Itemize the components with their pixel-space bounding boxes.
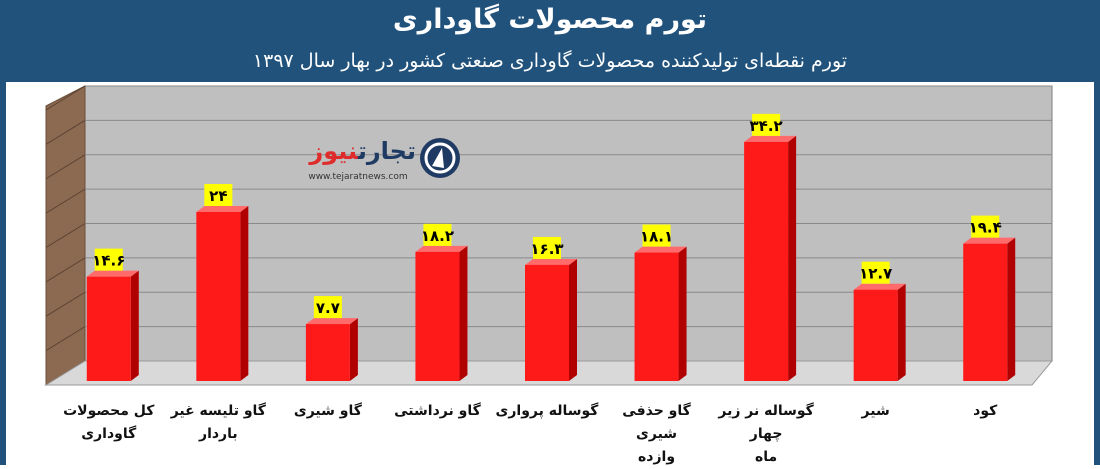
data-label: ۱۶.۳ (530, 240, 563, 258)
x-tick-label: شیر (821, 400, 931, 423)
data-label: ۱۲.۷ (859, 265, 892, 283)
x-tick-label: کود (930, 400, 1040, 423)
bar (963, 243, 1008, 381)
data-label-box (642, 224, 671, 247)
chart-panel: ۱۴.۶ ۲۴ ۷.۷ ۱۸.۲ ۱۶.۳ ۱۸.۱ ۳۴.۲ ۱۲.۷ ۱۹.۴ (6, 82, 1094, 465)
data-label: ۳۴.۲ (750, 117, 783, 135)
gridline-side (45, 85, 86, 111)
bar-top (634, 246, 687, 253)
gridline-side (45, 223, 86, 248)
bar-top (963, 237, 1016, 244)
gridline-side (45, 291, 86, 317)
data-label-box (313, 296, 342, 319)
bar-side (897, 283, 906, 381)
bar-top (853, 283, 906, 290)
logo-name-part1: تجارت (357, 137, 416, 165)
bar-side (678, 246, 687, 381)
x-tick-label-line: گاو شیری (293, 403, 362, 419)
tejaratnews-logo: تجارتنیوز www.tejaratnews.com (300, 133, 460, 195)
data-label: ۷.۷ (316, 299, 340, 317)
data-label: ۱۸.۱ (640, 228, 673, 246)
gridline-side (45, 326, 86, 352)
bar-side (349, 318, 358, 381)
x-tick-label-line: ماه (755, 449, 778, 465)
chart-subtitle: تورم نقطه‌ای تولیدکننده محصولات گاوداری … (252, 50, 848, 72)
logo-name-part2: نیوز (309, 137, 358, 165)
x-tick-label-line: کل محصولات (63, 403, 155, 419)
gridline-side (45, 257, 86, 283)
bar (415, 251, 460, 381)
data-label-box (204, 184, 233, 206)
x-tick-label-line: گاوداری (81, 426, 137, 442)
bar-side (130, 270, 139, 381)
bar-top (744, 135, 797, 142)
logo-url: www.tejaratnews.com (308, 172, 408, 182)
bar-chart: ۱۴.۶ ۲۴ ۷.۷ ۱۸.۲ ۱۶.۳ ۱۸.۱ ۳۴.۲ ۱۲.۷ ۱۹.۴ (44, 85, 1054, 386)
bar-side (459, 245, 468, 381)
x-tick-label-line: گاو نرداشتی (394, 403, 481, 419)
x-tick-label-line: گوساله پرواری (495, 403, 599, 419)
data-label-box (423, 223, 452, 246)
x-tick-label-line: گاو تلیسه غیر (170, 403, 266, 419)
bar-side (569, 258, 577, 381)
bar (634, 252, 679, 381)
bar-top (86, 270, 139, 277)
bar (305, 324, 350, 381)
x-tick-label-line: کود (973, 403, 998, 419)
data-label: ۱۴.۶ (92, 252, 125, 270)
chart-header: تورم محصولات گاوداری تورم نقطه‌ای تولیدک… (0, 0, 1100, 82)
x-tick-label: گاو شیری (273, 400, 383, 423)
x-tick-label: گاو نرداشتی (382, 400, 492, 423)
bar-top (525, 258, 577, 265)
x-tick-label-line: شیر (861, 403, 890, 419)
gridline-side (45, 188, 86, 214)
x-tick-label-line: باردار (199, 426, 238, 442)
logo-emblem-icon (424, 142, 456, 174)
bar (525, 264, 569, 381)
bar-top (415, 245, 468, 252)
x-tick-label-line: گوساله نر زیر چهار (718, 403, 814, 442)
data-label: ۲۴ (209, 187, 227, 205)
x-tick-label-line: گاو حذفی شیری (622, 403, 691, 442)
logo-wordmark: تجارتنیوز (300, 137, 416, 165)
data-label-box (752, 113, 781, 136)
data-label-box (861, 261, 890, 284)
bar (86, 276, 131, 381)
gridline-side (45, 119, 86, 145)
bar-side (788, 135, 797, 381)
data-label-box (533, 236, 561, 259)
x-tick-label-line: وازده (638, 449, 676, 465)
data-label-box (94, 248, 123, 271)
x-tick-label: گاو حذفی شیری وازده (602, 400, 712, 469)
bar (744, 141, 789, 381)
gridline-side (45, 154, 86, 180)
bar-top (305, 318, 358, 325)
x-tick-label: گوساله پرواری (492, 400, 602, 423)
bar (196, 212, 241, 381)
data-label-box (971, 215, 1000, 238)
x-tick-label: گوساله نر زیر چهار ماه (711, 400, 821, 469)
bar-side (1007, 237, 1016, 381)
chart-title: تورم محصولات گاوداری (392, 4, 708, 35)
data-label: ۱۸.۲ (421, 227, 454, 245)
x-tick-label: کل محصولات گاوداری (54, 400, 164, 446)
bar (853, 289, 898, 381)
bar-top (196, 206, 249, 212)
x-tick-label: گاو تلیسه غیر باردار (163, 400, 273, 446)
data-label: ۱۹.۴ (969, 219, 1002, 237)
bar-side (240, 206, 249, 381)
logo-mark-icon (420, 138, 460, 178)
